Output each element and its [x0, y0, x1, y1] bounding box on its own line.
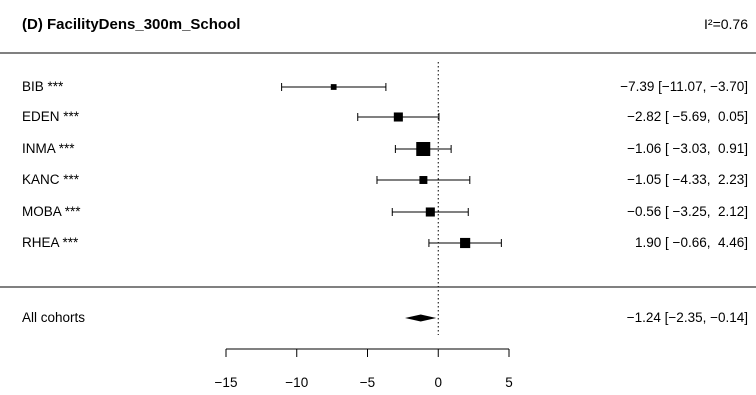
study-label-inma: INMA ***	[22, 141, 75, 156]
x-tick-label-2: −5	[359, 375, 376, 390]
point-estimate-bib	[330, 84, 337, 90]
point-estimate-eden	[393, 112, 403, 122]
study-label-rhea: RHEA ***	[22, 235, 79, 250]
summary-estimate: −1.24 [−2.35, −0.14]	[626, 310, 748, 325]
study-estimate-inma: −1.06 [ −3.03, 0.91]	[627, 141, 748, 156]
summary-diamond	[404, 314, 437, 322]
summary-label: All cohorts	[22, 310, 86, 325]
point-estimate-moba	[425, 207, 435, 217]
study-estimate-eden: −2.82 [ −5.69, 0.05]	[627, 109, 748, 124]
study-label-kanc: KANC ***	[22, 172, 80, 187]
study-label-bib: BIB ***	[22, 79, 64, 94]
heterogeneity-stat: I²=0.76	[704, 16, 748, 32]
study-label-eden: EDEN ***	[22, 109, 80, 124]
point-estimate-inma	[416, 142, 431, 156]
x-tick-label-3: 0	[434, 375, 442, 390]
study-estimate-bib: −7.39 [−11.07, −3.70]	[620, 79, 748, 94]
chart-title: (D) FacilityDens_300m_School	[22, 16, 241, 33]
x-tick-label-1: −10	[285, 375, 309, 390]
x-tick-label-0: −15	[214, 375, 238, 390]
study-label-moba: MOBA ***	[22, 204, 81, 219]
study-estimate-rhea: 1.90 [ −0.66, 4.46]	[635, 235, 748, 250]
point-estimate-kanc	[419, 176, 428, 184]
point-estimate-rhea	[460, 237, 471, 249]
x-tick-label-4: 5	[505, 375, 513, 390]
study-estimate-moba: −0.56 [ −3.25, 2.12]	[627, 204, 748, 219]
study-estimate-kanc: −1.05 [ −4.33, 2.23]	[627, 172, 748, 187]
